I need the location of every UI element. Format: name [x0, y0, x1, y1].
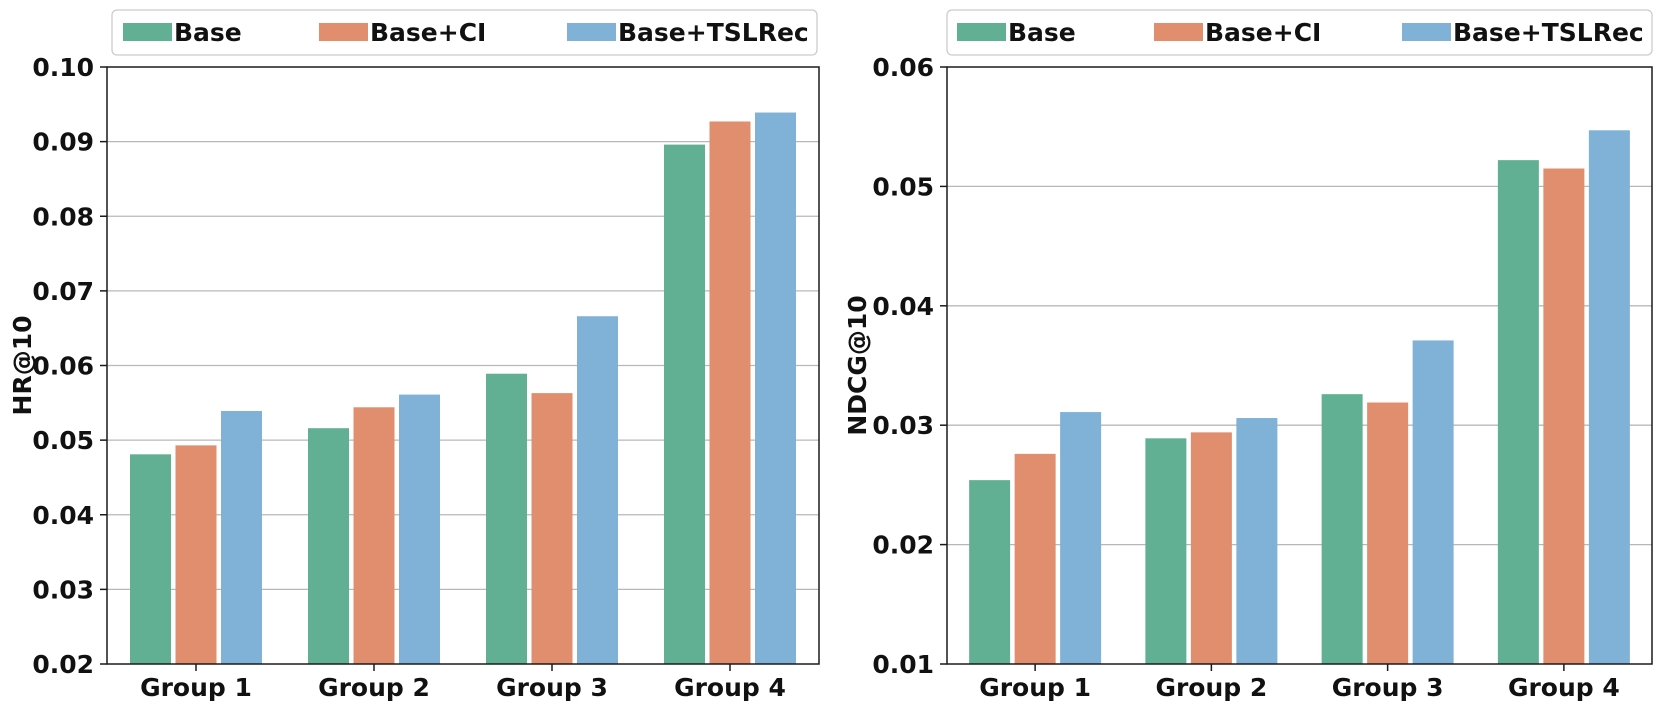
y-tick-label: 0.04: [872, 292, 934, 321]
bar-base-tslrec: [1060, 412, 1102, 664]
bar-base-ci: [1014, 453, 1056, 664]
bar-base-tslrec: [1588, 130, 1630, 665]
bar-base-ci: [1367, 402, 1409, 664]
y-tick-label: 0.06: [32, 352, 94, 381]
bar-base-tslrec: [1236, 418, 1278, 664]
legend-swatch: [319, 23, 368, 41]
bar-base: [969, 480, 1011, 664]
chart-panel-2: 0.01 0.02 0.03 0.04 0.05 0.06 Group 1 Group 2 Gr…: [843, 9, 1653, 702]
bar-base: [130, 454, 171, 664]
y-tick-label: 0.02: [32, 650, 94, 679]
legend-swatch: [1154, 23, 1203, 41]
y-tick-label: 0.07: [32, 277, 94, 306]
bar-base: [486, 373, 527, 664]
y-tick-label: 0.08: [32, 202, 94, 231]
y-tick-label: 0.01: [872, 650, 934, 679]
x-tick-label: Group 3: [496, 673, 608, 702]
legend-label: Base+TSLRec: [618, 18, 809, 47]
legend: Base Base+CI Base+TSLRec: [111, 9, 818, 56]
bar-base: [1321, 394, 1363, 664]
bar-base: [664, 144, 705, 665]
x-tick-label: Group 4: [1508, 673, 1620, 702]
legend-swatch: [957, 23, 1006, 41]
legend-box: [946, 9, 1653, 56]
y-tick-label: 0.05: [32, 426, 94, 455]
legend-label: Base+CI: [1205, 18, 1321, 47]
legend-swatch: [1402, 23, 1451, 41]
legend-label: Base: [1008, 18, 1076, 47]
bar-base-tslrec: [221, 411, 262, 664]
bar-base-tslrec: [399, 394, 440, 664]
legend-box: [111, 9, 818, 56]
chart-panel-1: 0.02 0.03 0.04 0.05 0.06 0.07 0.08 0.09 0.10 Grou…: [8, 9, 820, 702]
bar-base-ci: [709, 121, 751, 664]
y-tick-label: 0.04: [32, 501, 94, 530]
x-tick-label: Group 3: [1332, 673, 1444, 702]
bar-base-tslrec: [577, 316, 618, 664]
bar-base-tslrec: [1412, 340, 1454, 664]
x-tick-label: Group 1: [979, 673, 1091, 702]
plot-frame: [946, 66, 1653, 665]
legend-swatch: [123, 23, 172, 41]
bar-base-tslrec: [755, 112, 796, 665]
y-tick-label: 0.05: [872, 172, 934, 201]
y-axis-label: NDCG@10: [843, 295, 872, 435]
legend-label: Base: [174, 18, 242, 47]
bar-base-ci: [175, 445, 217, 664]
bar-base-ci: [1543, 168, 1585, 665]
bar-base: [1145, 438, 1187, 664]
legend-label: Base+TSLRec: [1453, 18, 1644, 47]
x-tick-label: Group 2: [1155, 673, 1267, 702]
x-tick-label: Group 2: [318, 673, 430, 702]
y-tick-label: 0.09: [32, 128, 94, 157]
y-tick-label: 0.06: [872, 53, 934, 82]
y-tick-label: 0.03: [32, 575, 94, 604]
x-tick-label: Group 4: [674, 673, 786, 702]
bar-base-ci: [353, 407, 395, 664]
bar-base-ci: [1190, 432, 1232, 664]
legend-swatch: [567, 23, 616, 41]
y-tick-label: 0.02: [872, 531, 934, 560]
bar-base-ci: [531, 393, 573, 664]
y-tick-label: 0.10: [32, 53, 94, 82]
legend-label: Base+CI: [370, 18, 486, 47]
plot-frame: [106, 66, 820, 665]
legend: Base Base+CI Base+TSLRec: [946, 9, 1653, 56]
bar-base: [1497, 160, 1539, 664]
y-axis-label: HR@10: [8, 316, 37, 416]
bar-base: [308, 428, 349, 664]
x-tick-label: Group 1: [140, 673, 252, 702]
y-tick-label: 0.03: [872, 411, 934, 440]
